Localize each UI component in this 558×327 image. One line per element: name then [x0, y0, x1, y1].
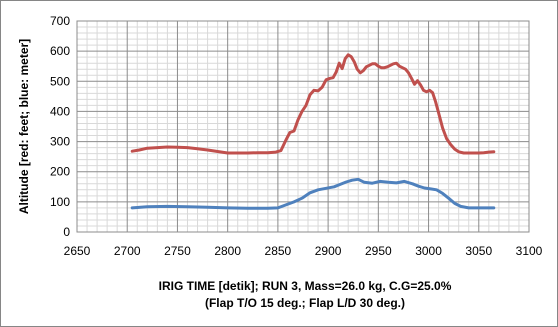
y-tick-label: 300	[50, 135, 70, 149]
series-line-1	[130, 53, 496, 155]
x-tick-label: 2900	[315, 244, 342, 258]
y-axis-title: Altitude [red: feet; blue: meter]	[17, 39, 31, 214]
y-tick-label: 200	[50, 165, 70, 179]
series-line-2	[130, 177, 496, 210]
x-tick-label: 2850	[265, 244, 292, 258]
y-tick-label: 500	[50, 74, 70, 88]
x-tick-label: 2750	[164, 244, 191, 258]
x-tick-label: 2650	[64, 244, 91, 258]
series-lines	[130, 53, 496, 210]
tick-labels: 2650 2700 2750 2800 2850 2900 2950 3000 3050 3100…	[50, 14, 543, 258]
x-axis-title-line-1: IRIG TIME [detik]; RUN 3, Mass=26.0 kg, …	[159, 279, 452, 293]
y-tick-label: 0	[63, 225, 70, 239]
x-tick-label: 2800	[214, 244, 241, 258]
plot-area-border	[76, 20, 530, 233]
minor-gridlines	[77, 21, 529, 232]
x-tick-label: 3000	[415, 244, 442, 258]
x-tick-label: 3100	[516, 244, 543, 258]
y-tick-label: 700	[50, 14, 70, 28]
x-tick-label: 2700	[114, 244, 141, 258]
x-tick-label: 3050	[465, 244, 492, 258]
major-gridlines	[76, 20, 530, 233]
x-axis-title-line-2: (Flap T/O 15 deg.; Flap L/D 30 deg.)	[205, 296, 405, 310]
y-tick-label: 100	[50, 195, 70, 209]
x-tick-label: 2950	[365, 244, 392, 258]
y-tick-label: 600	[50, 44, 70, 58]
y-tick-label: 400	[50, 104, 70, 118]
